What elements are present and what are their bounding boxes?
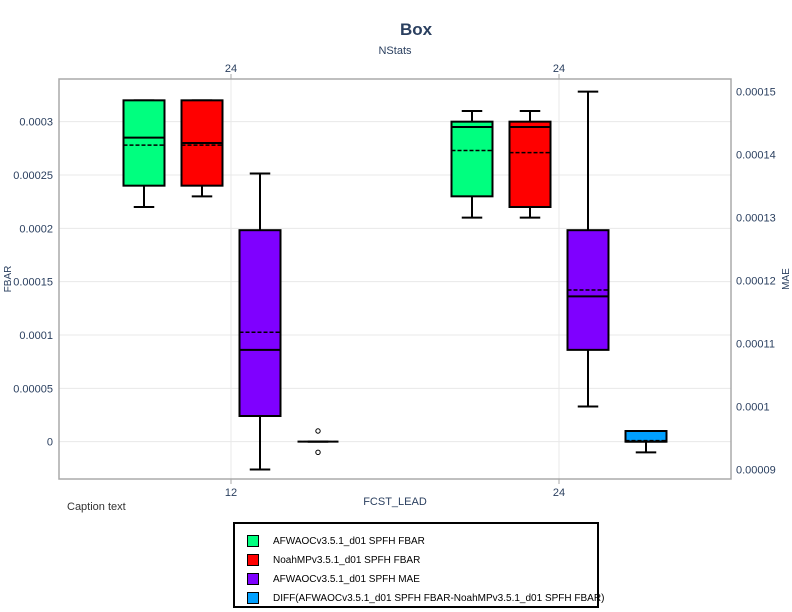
box-s0-12 bbox=[122, 99, 166, 208]
box-s3-24 bbox=[624, 430, 668, 454]
y-tick-label-left-5: 0.00025 bbox=[13, 170, 53, 182]
legend-item-diff: DIFF(AFWAOCv3.5.1_d01 SPFH FBAR-NoahMPv3… bbox=[247, 590, 604, 606]
gridlines bbox=[59, 79, 731, 479]
box-iqr bbox=[238, 229, 282, 418]
outlier-point-1 bbox=[315, 449, 321, 456]
chart-title: Box bbox=[400, 20, 433, 39]
box-iqr bbox=[508, 120, 552, 208]
y-tick-label-right-1: 0.0001 bbox=[736, 402, 770, 414]
x-axis-label: FCST_LEAD bbox=[363, 496, 427, 508]
box-s1-24 bbox=[508, 110, 552, 219]
legend-swatch-noahmp-fbar bbox=[247, 554, 259, 566]
x-tick-label-0: 12 bbox=[225, 487, 237, 499]
legend-label-afwa-fbar: AFWAOCv3.5.1_d01 SPFH FBAR bbox=[273, 535, 425, 547]
legend-label-diff: DIFF(AFWAOCv3.5.1_d01 SPFH FBAR-NoahMPv3… bbox=[273, 592, 605, 604]
box-iqr bbox=[450, 120, 494, 198]
box-s2-24 bbox=[566, 90, 610, 408]
y-tick-label-right-4: 0.00013 bbox=[736, 213, 776, 225]
top-tick-label-0: 24 bbox=[225, 63, 237, 75]
box-s3-12 bbox=[297, 428, 339, 456]
legend-swatch-diff bbox=[247, 592, 259, 604]
y-tick-label-left-6: 0.0003 bbox=[19, 117, 53, 129]
y-tick-label-left-4: 0.0002 bbox=[19, 223, 53, 235]
box-s0-24 bbox=[450, 110, 494, 219]
y-tick-label-right-0: 0.00009 bbox=[736, 465, 776, 477]
y-axis-label-right: MAE bbox=[781, 268, 792, 290]
outlier-point-0 bbox=[315, 428, 321, 434]
box-plots bbox=[122, 90, 668, 471]
legend-swatch-afwa-fbar bbox=[247, 535, 259, 547]
box-s2-12 bbox=[238, 172, 282, 471]
box-s1-12 bbox=[180, 99, 224, 198]
legend-swatch-afwa-mae bbox=[247, 573, 259, 585]
legend-label-noahmp-fbar: NoahMPv3.5.1_d01 SPFH FBAR bbox=[273, 554, 421, 566]
top-axis-label: NStats bbox=[378, 45, 412, 57]
y-tick-label-left-2: 0.0001 bbox=[19, 330, 53, 342]
y-tick-label-left-1: 0.00005 bbox=[13, 383, 53, 395]
y-tick-label-right-6: 0.00015 bbox=[736, 87, 776, 99]
y-tick-label-left-3: 0.00015 bbox=[13, 277, 53, 289]
y-tick-label-right-2: 0.00011 bbox=[736, 339, 775, 351]
plot-area-frame bbox=[58, 78, 732, 480]
axis-ticks: 0 0.00005 0.0001 0.00015 0.0002 0.00025 0.0003… bbox=[13, 63, 776, 499]
y-axis-label-left: FBAR bbox=[3, 266, 14, 293]
caption: Caption text bbox=[67, 501, 126, 513]
legend-item-afwa-mae: AFWAOCv3.5.1_d01 SPFH MAE bbox=[247, 571, 420, 587]
legend-item-afwa-fbar: AFWAOCv3.5.1_d01 SPFH FBAR bbox=[247, 533, 425, 549]
y-tick-label-left-0: 0 bbox=[47, 437, 53, 449]
x-tick-label-1: 24 bbox=[553, 487, 565, 499]
y-tick-label-right-3: 0.00012 bbox=[736, 276, 776, 288]
legend-label-afwa-mae: AFWAOCv3.5.1_d01 SPFH MAE bbox=[273, 573, 420, 585]
legend-item-noahmp-fbar: NoahMPv3.5.1_d01 SPFH FBAR bbox=[247, 552, 420, 568]
legend: AFWAOCv3.5.1_d01 SPFH FBAR NoahMPv3.5.1_… bbox=[233, 522, 604, 608]
y-tick-label-right-5: 0.00014 bbox=[736, 150, 776, 162]
box-iqr bbox=[122, 99, 166, 187]
top-tick-label-1: 24 bbox=[553, 63, 565, 75]
